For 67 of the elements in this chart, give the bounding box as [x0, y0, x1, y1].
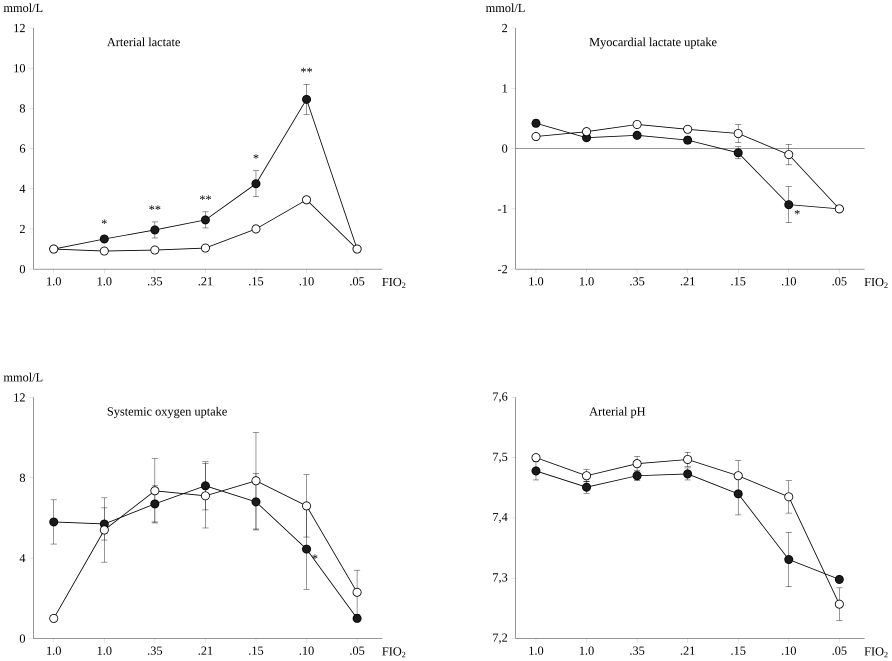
x-tick-label: .10: [300, 646, 314, 656]
data-label: **: [149, 206, 160, 210]
x-axis-title: FIO$_{2}$: [864, 278, 888, 288]
x-tick-label: .05: [350, 277, 364, 286]
y-tick-label: 7,2: [493, 634, 508, 644]
x-tick-label: .21: [198, 277, 212, 286]
data-label: *: [794, 210, 800, 215]
y-tick-label: 0: [20, 265, 26, 274]
x-tick-label: 1.0: [98, 646, 112, 656]
text: Myocardial lactate uptake: [590, 38, 717, 49]
y-axis-title: mmol/L: [4, 4, 42, 12]
x-tick-label: 1.0: [580, 646, 594, 656]
y-axis-title: mmol/L: [4, 372, 42, 382]
x-tick-label: 1.0: [580, 277, 594, 286]
y-tick-label: 7,4: [493, 513, 508, 524]
data-label: *: [102, 220, 107, 224]
x-tick-label: 1.0: [529, 646, 544, 656]
x-tick-label: .15: [731, 277, 746, 286]
y-tick-label: 7,6: [493, 392, 508, 403]
y-tick-label: 4: [20, 184, 26, 193]
data-label: *: [253, 154, 258, 159]
y-tick-label: 10: [14, 64, 26, 72]
y-tick-label: 12: [14, 393, 25, 402]
y-tick-label: 7,5: [493, 452, 508, 463]
x-tick-label: 1.0: [47, 646, 61, 656]
text: Systemic oxygen uptake: [108, 407, 227, 418]
x-tick-label: 1.0: [529, 277, 544, 286]
x-tick-label: .05: [832, 277, 847, 286]
y-tick-label: 0: [20, 634, 26, 643]
x-tick-label: .21: [198, 646, 212, 655]
x-tick-label: .15: [731, 646, 746, 655]
x-tick-label: .10: [782, 646, 796, 656]
x-tick-label: .10: [782, 277, 796, 286]
y-tick-label: 4: [20, 554, 26, 562]
y-tick-label: 7,3: [493, 573, 508, 584]
x-tick-label: .21: [680, 277, 695, 286]
x-tick-label: .35: [630, 277, 644, 286]
x-tick-label: .35: [148, 277, 162, 286]
y-tick-label: 8: [20, 474, 26, 482]
y-tick-label: 8: [20, 104, 26, 113]
x-tick-label: .35: [148, 646, 162, 655]
x-tick-label: 1.0: [47, 277, 61, 286]
y-tick-label: -2: [498, 265, 508, 274]
text: Arterial lactate: [107, 38, 180, 46]
data-label: **: [200, 196, 211, 200]
y-tick-label: 0: [502, 144, 508, 153]
y-tick-label: 6: [20, 144, 26, 153]
y-axis-title: mmol/L: [486, 4, 525, 12]
data-label: **: [300, 68, 312, 72]
y-tick-label: 2: [20, 225, 25, 234]
x-axis-title: FIO$_{2}$: [382, 278, 406, 288]
y-tick-label: -1: [498, 204, 508, 214]
x-tick-label: .05: [350, 646, 364, 656]
data-label: *: [312, 554, 318, 560]
x-tick-label: .15: [249, 277, 264, 286]
x-axis-title: FIO$_{2}$: [382, 647, 406, 658]
x-tick-label: .05: [832, 646, 847, 656]
x-tick-label: 1.0: [98, 277, 112, 286]
y-tick-label: 2: [502, 24, 508, 32]
x-tick-label: .35: [630, 646, 644, 655]
x-tick-label: .10: [300, 277, 314, 286]
x-tick-label: .21: [680, 646, 695, 655]
text: Arterial pH: [589, 407, 646, 418]
y-tick-label: 12: [14, 24, 25, 32]
x-tick-label: .15: [249, 646, 264, 655]
x-axis-title: FIO$_{2}$: [864, 647, 888, 658]
y-tick-label: 1: [502, 84, 508, 93]
